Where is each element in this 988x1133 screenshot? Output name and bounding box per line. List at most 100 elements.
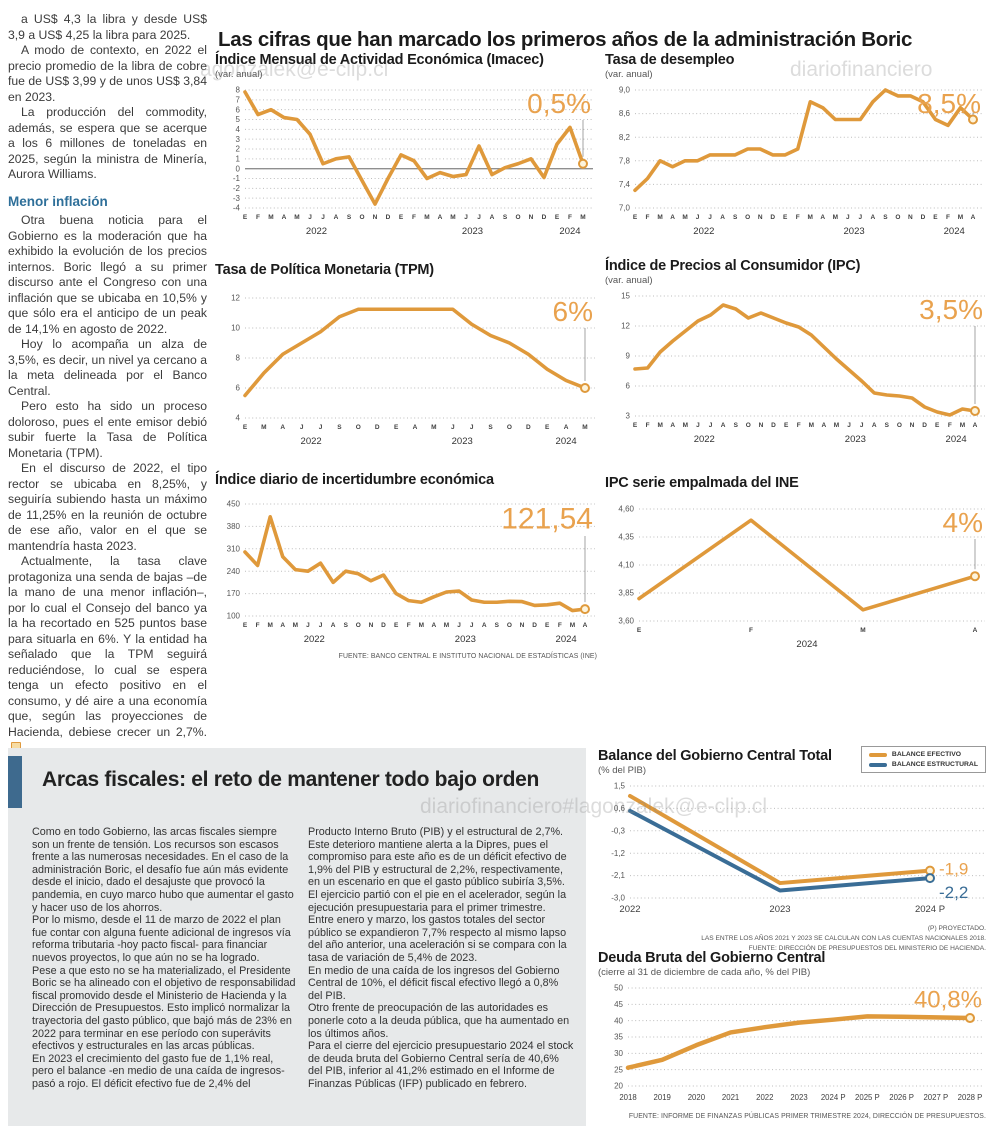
fiscal-paragraph: Pese a que esto no se ha materializado, … bbox=[32, 964, 296, 1053]
svg-text:2025 P: 2025 P bbox=[855, 1093, 880, 1102]
incertidumbre-plot: 450 380 310 240 170 100 E F M A M J J A S O N D E F M A M J J A S O… bbox=[215, 496, 597, 651]
svg-text:40: 40 bbox=[614, 1016, 623, 1025]
svg-text:S: S bbox=[495, 622, 500, 629]
svg-text:M: M bbox=[267, 622, 272, 629]
svg-text:A: A bbox=[564, 424, 569, 431]
footnote: FUENTE: DIRECCIÓN DE PRESUPUESTOS DEL MI… bbox=[748, 944, 986, 952]
svg-text:15: 15 bbox=[621, 292, 630, 301]
svg-text:3,60: 3,60 bbox=[618, 617, 634, 626]
svg-text:E: E bbox=[399, 214, 404, 221]
svg-text:4,35: 4,35 bbox=[618, 533, 634, 542]
svg-text:A: A bbox=[820, 214, 825, 221]
footnote: (P) PROYECTADO. bbox=[927, 925, 986, 932]
svg-text:N: N bbox=[910, 422, 915, 429]
svg-text:-2: -2 bbox=[233, 184, 241, 193]
article-paragraph: Pero esto ha sido un proceso doloroso, p… bbox=[8, 399, 207, 460]
svg-text:2023: 2023 bbox=[845, 434, 866, 445]
svg-text:2022: 2022 bbox=[301, 436, 322, 447]
svg-text:M: M bbox=[960, 422, 965, 429]
svg-text:40,8%: 40,8% bbox=[914, 987, 982, 1014]
article-section-copper: a US$ 4,3 la libra y desde US$ 3,9 a US$… bbox=[8, 12, 207, 183]
fiscal-paragraph: En 2023 el crecimiento del gasto fue de … bbox=[32, 1052, 285, 1090]
svg-text:J: J bbox=[708, 214, 712, 221]
svg-text:S: S bbox=[488, 424, 493, 431]
chart-subtitle: (var. anual) bbox=[605, 275, 653, 286]
svg-text:J: J bbox=[696, 214, 700, 221]
svg-text:5: 5 bbox=[236, 115, 241, 124]
article-subhead: Menor inflación bbox=[8, 193, 108, 209]
svg-text:N: N bbox=[373, 214, 378, 221]
tpm-plot: 12 10 8 6 4 E M A J J S O D E A M J J S O D E A M 2022 2023 2024 6% bbox=[215, 290, 597, 453]
svg-text:E: E bbox=[633, 422, 638, 429]
svg-text:J: J bbox=[709, 422, 713, 429]
svg-text:A: A bbox=[282, 214, 287, 221]
svg-text:D: D bbox=[526, 424, 531, 431]
fiscal-panel: Arcas fiscales: el reto de mantener todo… bbox=[8, 748, 586, 1126]
svg-text:F: F bbox=[256, 214, 260, 221]
article-paragraph: a US$ 4,3 la libra y desde US$ 3,9 a US$… bbox=[8, 12, 207, 42]
svg-text:6: 6 bbox=[236, 105, 241, 114]
svg-text:170: 170 bbox=[227, 589, 241, 598]
balance-plot: 1,5 0,6 -0,3 -1,2 -2,1 -3,0 2022 2023 2024 P -1,9… bbox=[598, 778, 986, 923]
svg-text:S: S bbox=[503, 214, 508, 221]
legend-swatch-orange bbox=[868, 752, 887, 757]
svg-text:F: F bbox=[946, 214, 950, 221]
article-paragraph: La producción del commodity, además, se … bbox=[8, 105, 207, 181]
svg-text:7,4: 7,4 bbox=[619, 180, 631, 189]
svg-text:380: 380 bbox=[227, 522, 241, 531]
svg-text:M: M bbox=[657, 422, 662, 429]
svg-text:M: M bbox=[833, 214, 838, 221]
svg-text:50: 50 bbox=[614, 984, 623, 993]
svg-text:100: 100 bbox=[227, 612, 241, 621]
svg-text:4,10: 4,10 bbox=[618, 561, 634, 570]
svg-text:D: D bbox=[770, 214, 775, 221]
svg-text:N: N bbox=[520, 622, 525, 629]
chart-ipc-ine: IPC serie empalmada del INE 4,60 4,35 4,10… bbox=[605, 475, 987, 656]
svg-text:F: F bbox=[558, 622, 562, 629]
svg-text:A: A bbox=[490, 214, 495, 221]
svg-text:2021: 2021 bbox=[722, 1093, 739, 1102]
svg-text:-3,0: -3,0 bbox=[611, 894, 625, 903]
svg-text:O: O bbox=[515, 214, 520, 221]
svg-text:S: S bbox=[885, 422, 890, 429]
svg-text:F: F bbox=[568, 214, 572, 221]
fiscal-text-column-1: Como en todo Gobierno, las arcas fiscale… bbox=[32, 826, 296, 1090]
svg-text:A: A bbox=[583, 622, 588, 629]
fiscal-paragraph: En medio de una caída de los ingresos de… bbox=[308, 964, 560, 1002]
article-paragraph: A modo de contexto, en 2022 el precio pr… bbox=[8, 43, 207, 104]
svg-text:M: M bbox=[293, 622, 298, 629]
chart-legend: BALANCE EFECTIVO BALANCE ESTRUCTURAL bbox=[860, 746, 986, 773]
svg-text:A: A bbox=[973, 422, 978, 429]
svg-text:O: O bbox=[359, 214, 364, 221]
chart-incertidumbre: Índice diario de incertidumbre económica… bbox=[215, 472, 597, 660]
svg-text:6%: 6% bbox=[553, 296, 593, 327]
balance-header: Balance del Gobierno Central Total (% de… bbox=[598, 746, 986, 776]
svg-text:E: E bbox=[783, 214, 788, 221]
fiscal-paragraph: Por lo mismo, desde el 11 de marzo de 20… bbox=[32, 914, 291, 964]
svg-text:2023: 2023 bbox=[452, 436, 473, 447]
svg-text:E: E bbox=[784, 422, 789, 429]
svg-text:4%: 4% bbox=[943, 507, 983, 538]
svg-text:-4: -4 bbox=[233, 204, 241, 213]
svg-text:J: J bbox=[300, 424, 304, 431]
svg-text:-1,2: -1,2 bbox=[611, 849, 625, 858]
svg-text:M: M bbox=[419, 622, 424, 629]
svg-text:E: E bbox=[933, 214, 938, 221]
svg-text:M: M bbox=[450, 214, 455, 221]
chart-desempleo: Tasa de desempleo (var. anual) 9,0 8,6 8,2… bbox=[605, 52, 987, 243]
chart-subtitle: (% del PIB) bbox=[598, 765, 647, 776]
svg-text:J: J bbox=[860, 422, 864, 429]
svg-text:2024: 2024 bbox=[556, 634, 577, 645]
svg-text:M: M bbox=[657, 214, 662, 221]
svg-text:E: E bbox=[637, 627, 642, 634]
svg-text:A: A bbox=[720, 214, 725, 221]
svg-text:7,8: 7,8 bbox=[619, 156, 631, 165]
svg-text:2027 P: 2027 P bbox=[923, 1093, 948, 1102]
svg-text:25: 25 bbox=[614, 1065, 623, 1074]
svg-text:A: A bbox=[438, 214, 443, 221]
svg-text:F: F bbox=[646, 422, 650, 429]
svg-text:A: A bbox=[331, 622, 336, 629]
svg-text:A: A bbox=[872, 422, 877, 429]
desempleo-plot: 9,0 8,6 8,2 7,8 7,4 7,0 E F M A M J J A S O N D E F M A M J J A S O… bbox=[605, 82, 987, 243]
svg-text:A: A bbox=[822, 422, 827, 429]
